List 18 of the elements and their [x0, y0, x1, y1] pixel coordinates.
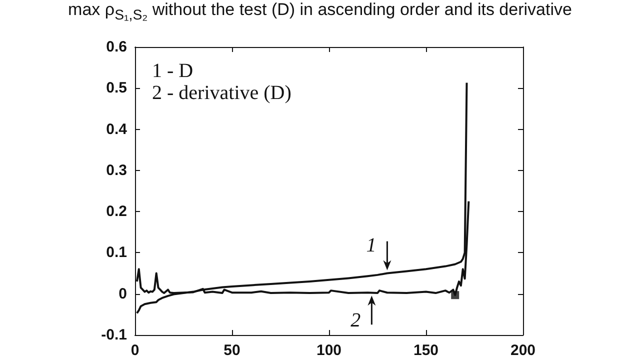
x-tick-label: 100 — [316, 342, 342, 359]
y-tick-label: 0.2 — [106, 203, 127, 220]
y-tick-label: 0.5 — [106, 80, 127, 97]
y-tick-label: 0.4 — [106, 120, 128, 138]
y-tick-label: 0.6 — [106, 38, 127, 56]
annotation: 2 - derivative (D) — [152, 82, 292, 105]
annotation: 1 — [366, 234, 376, 256]
y-tick-label: 0.3 — [106, 162, 127, 179]
x-tick-label: 200 — [510, 342, 536, 359]
x-tick-label: 0 — [130, 342, 140, 359]
y-tick-label: 0 — [118, 285, 127, 302]
y-tick-label: 0.1 — [106, 244, 127, 262]
x-tick-label: 50 — [224, 342, 240, 359]
y-tick-label: -0.1 — [101, 326, 127, 344]
chart-title: max ρ$_{S₁,S₂}$ without the test (D) in ascending order and its derivative — [67, 0, 573, 26]
annotation: 2 — [350, 310, 361, 332]
x-tick-label: 150 — [413, 342, 439, 359]
annotation: 1 - D — [152, 60, 194, 83]
